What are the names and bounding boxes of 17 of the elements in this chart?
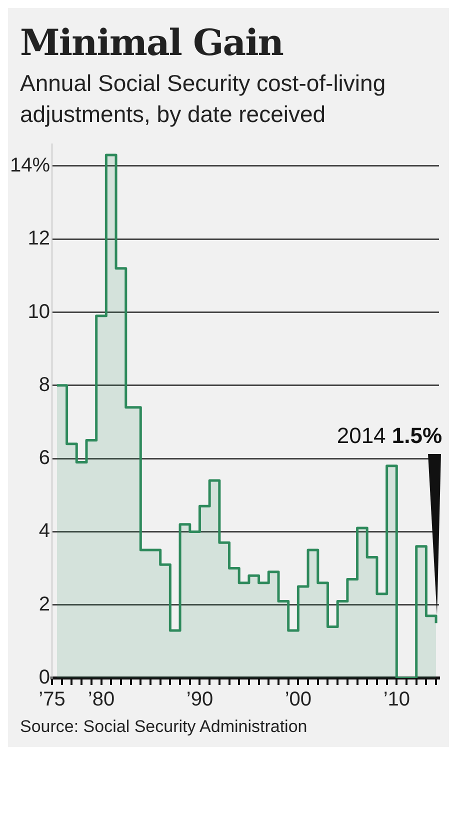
source-note: Source: Social Security Administration — [19, 716, 308, 738]
y-tick-label: 4 — [38, 520, 50, 542]
x-tick-label: ’80 — [88, 688, 115, 711]
y-tick-label: 8 — [38, 374, 50, 396]
y-tick-label: 0 — [38, 666, 50, 689]
chart-title: Minimal Gain — [19, 21, 284, 64]
y-tick-label: 12 — [28, 228, 50, 250]
x-tick-label: ’90 — [186, 688, 214, 711]
y-tick-label: 6 — [38, 447, 50, 470]
chart-subtitle: Annual Social Security cost-of-living adjustments, by date received — [19, 69, 387, 129]
annotation: 2014 1.5% — [336, 423, 442, 448]
x-tick-label: ’10 — [383, 688, 410, 711]
x-tick-label: ’75 — [38, 688, 66, 711]
x-tick-label: ’00 — [284, 688, 312, 711]
y-tick-label: 14% — [10, 154, 50, 176]
y-tick-label: 10 — [28, 300, 50, 323]
y-tick-label: 2 — [38, 593, 50, 616]
